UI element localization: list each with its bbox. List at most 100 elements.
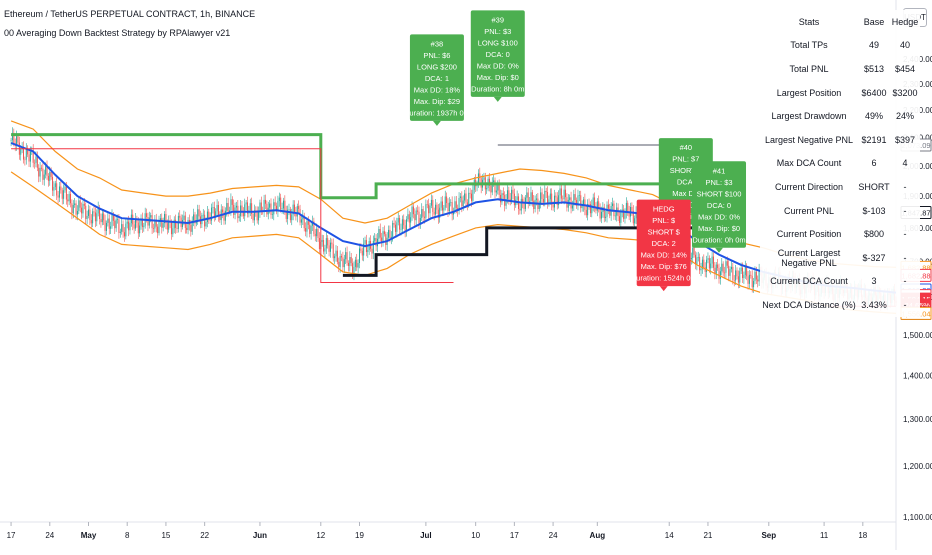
candle-body bbox=[36, 156, 38, 168]
candle-body bbox=[146, 213, 148, 218]
trade-label-text: Max DD: 0% bbox=[477, 61, 519, 70]
candle-body bbox=[110, 226, 112, 229]
candle-body bbox=[459, 196, 461, 198]
candle-body bbox=[107, 218, 109, 223]
candle-body bbox=[288, 209, 290, 211]
candle-body bbox=[307, 221, 309, 225]
stats-hedge-value: 4 bbox=[902, 158, 908, 169]
candle-body bbox=[129, 223, 131, 231]
candle-body bbox=[726, 261, 728, 266]
candle-body bbox=[382, 231, 384, 242]
candle-body bbox=[70, 193, 72, 204]
candle-body bbox=[11, 132, 13, 141]
candle-body bbox=[249, 203, 251, 211]
candle-body bbox=[281, 208, 283, 210]
candle-body bbox=[571, 205, 573, 209]
stats-row: Current PNL $-103 - bbox=[760, 199, 920, 223]
x-tick-label: 17 bbox=[7, 531, 16, 540]
candle-body bbox=[559, 188, 561, 196]
candle-body bbox=[247, 202, 249, 214]
candle-body bbox=[371, 248, 373, 254]
stats-hedge-value: - bbox=[903, 299, 907, 310]
candle-body bbox=[115, 219, 117, 229]
candle-body bbox=[692, 247, 694, 258]
trade-label-4: #41 PNL: $3 SHORT $100 DCA: 0 Max DD: 0% Max.… bbox=[692, 161, 747, 253]
stats-label: Next DCA Distance (%) bbox=[762, 299, 856, 310]
candle-body bbox=[211, 207, 213, 221]
candle-body bbox=[372, 240, 374, 254]
candle-body bbox=[143, 225, 145, 228]
candle-body bbox=[158, 221, 160, 234]
candle-body bbox=[750, 274, 752, 277]
candle-body bbox=[172, 228, 174, 235]
candle-body bbox=[533, 200, 535, 210]
y-tick-label: 1,500.00 bbox=[903, 331, 932, 340]
candle-body bbox=[28, 154, 30, 162]
candle-body bbox=[147, 217, 149, 226]
candle-body bbox=[451, 202, 453, 215]
candle-body bbox=[440, 201, 442, 208]
stats-base-value: 6 bbox=[871, 158, 877, 169]
x-tick-label: 8 bbox=[125, 531, 130, 540]
candle-body bbox=[556, 197, 558, 206]
candle-body bbox=[215, 211, 217, 218]
candle-body bbox=[552, 204, 554, 208]
candle-body bbox=[356, 259, 358, 268]
candle-body bbox=[706, 259, 708, 272]
candle-body bbox=[71, 203, 73, 214]
candle-body bbox=[347, 262, 349, 266]
stats-row: Current DCA Count 3 - bbox=[760, 270, 920, 294]
strategy-name[interactable]: 00 Averaging Down Backtest Strategy by R… bbox=[4, 28, 231, 38]
candle-body bbox=[63, 190, 65, 199]
candle-body bbox=[97, 207, 99, 214]
candle-body bbox=[396, 222, 398, 232]
candle-body bbox=[260, 202, 262, 211]
candle-body bbox=[219, 216, 221, 221]
candle-body bbox=[746, 266, 748, 277]
candle-body bbox=[508, 190, 510, 199]
candle-body bbox=[81, 207, 83, 214]
candle-body bbox=[605, 216, 607, 218]
trade-label-text: Max. Dip: $0 bbox=[477, 73, 519, 82]
candle-body bbox=[173, 219, 175, 229]
candle-body bbox=[516, 196, 518, 200]
candle-body bbox=[397, 217, 399, 223]
candle-body bbox=[526, 192, 528, 198]
candle-body bbox=[483, 177, 485, 180]
candle-body bbox=[560, 188, 562, 199]
candle-body bbox=[545, 190, 547, 193]
candle-body bbox=[701, 259, 703, 269]
stats-hedge-value: - bbox=[903, 252, 907, 263]
candle-body bbox=[464, 193, 466, 201]
candle-body bbox=[57, 195, 59, 198]
candle-body bbox=[390, 236, 392, 239]
candle-body bbox=[334, 256, 336, 259]
candle-body bbox=[730, 266, 732, 270]
candle-body bbox=[13, 132, 15, 144]
candle-body bbox=[548, 199, 550, 204]
candle-body bbox=[339, 256, 341, 267]
candle-body bbox=[164, 214, 166, 224]
candle-body bbox=[45, 166, 47, 175]
position-level-line-5 bbox=[342, 226, 731, 277]
candle-body bbox=[136, 218, 138, 223]
candle-body bbox=[223, 212, 225, 221]
candle-body bbox=[506, 190, 508, 200]
candle-body bbox=[202, 214, 204, 216]
candle-body bbox=[394, 224, 396, 232]
candle-body bbox=[421, 209, 423, 218]
position-level-line-4 bbox=[11, 133, 675, 200]
x-tick-label: 17 bbox=[510, 531, 519, 540]
candle-body bbox=[755, 271, 757, 280]
candle-body bbox=[60, 186, 62, 191]
candle-body bbox=[50, 172, 52, 177]
stats-base-value: 3.43% bbox=[861, 299, 887, 310]
stats-hedge-value: 40 bbox=[899, 40, 910, 51]
candle-body bbox=[159, 218, 161, 222]
stats-hedge-value: $3200 bbox=[892, 87, 918, 98]
candle-body bbox=[415, 210, 417, 221]
candle-body bbox=[697, 257, 699, 258]
candle-body bbox=[287, 209, 289, 219]
trade-label-text: PNL: $ bbox=[652, 216, 676, 225]
candle-body bbox=[302, 215, 304, 220]
